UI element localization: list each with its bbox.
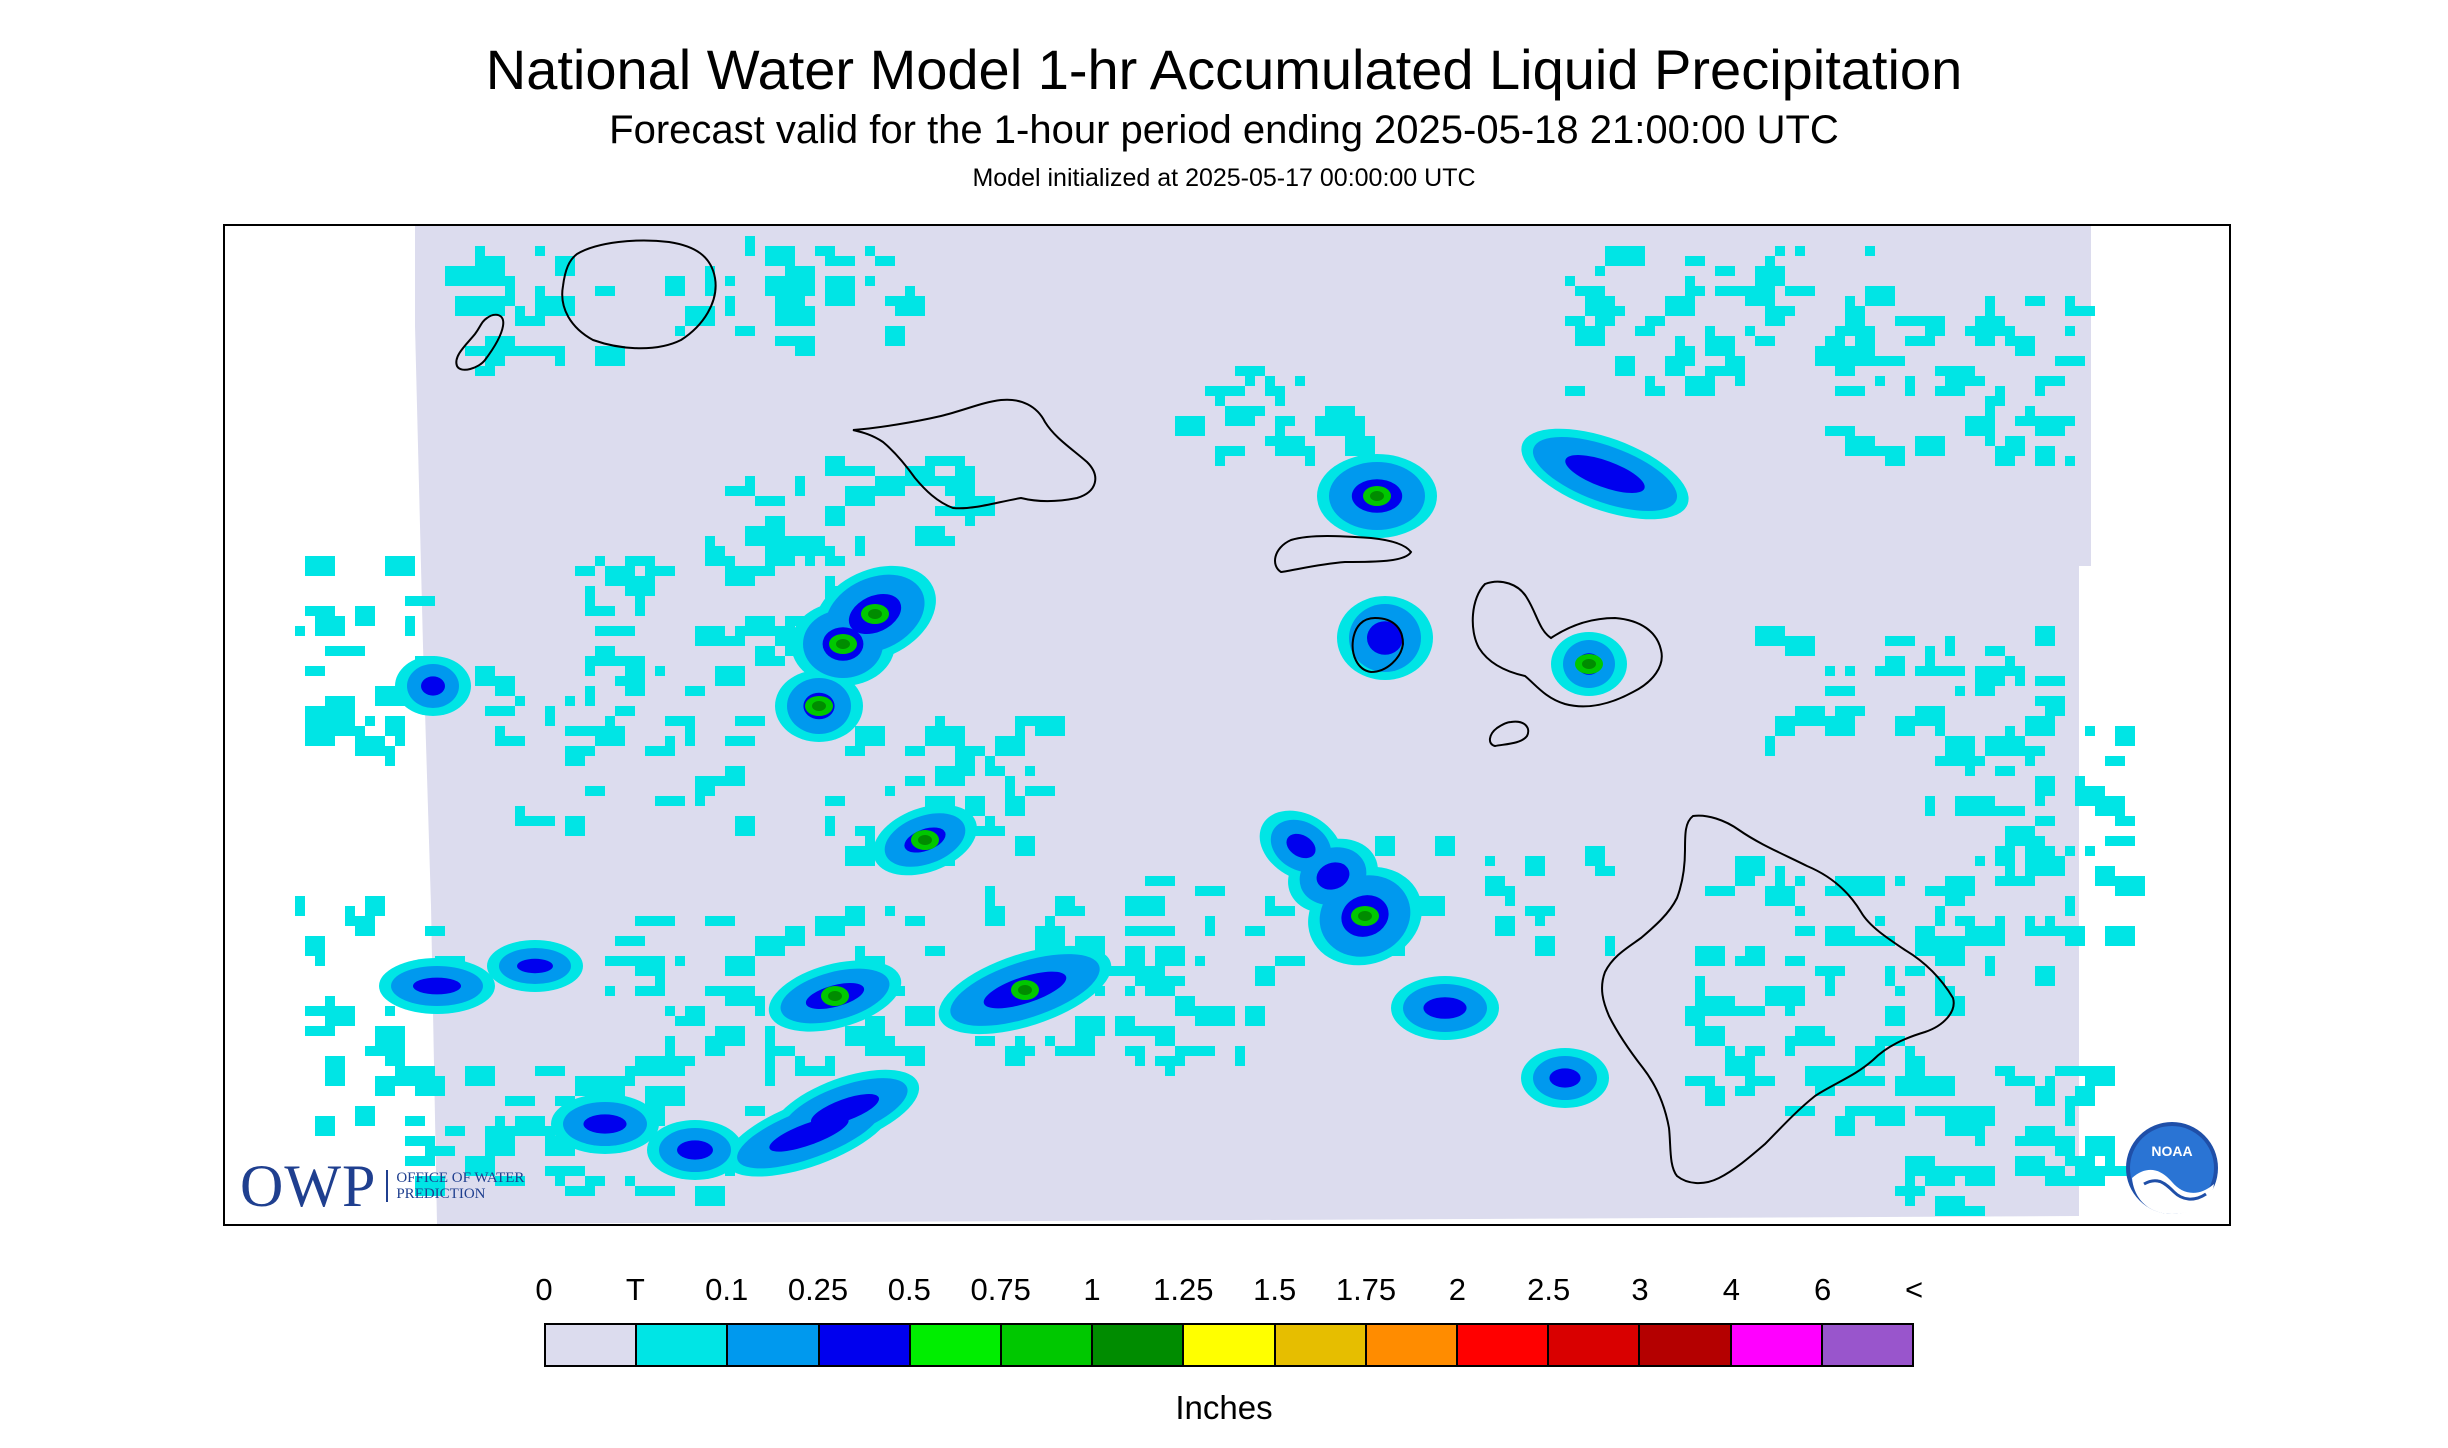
island-maui	[1471, 580, 1663, 708]
legend-swatch	[1549, 1325, 1641, 1365]
legend-label: 2	[1448, 1272, 1466, 1307]
legend-swatch	[728, 1325, 820, 1365]
legend-swatch	[910, 1325, 1003, 1365]
owp-logo-subtext: OFFICE OF WATER PREDICTION	[386, 1170, 536, 1202]
legend-swatch	[1458, 1325, 1550, 1365]
legend-swatch	[1640, 1325, 1732, 1365]
coastlines	[455, 239, 1955, 1184]
legend-labels: 0 T 0.1 0.25 0.5 0.75 1 1.25 1.5 1.75 2 2.5 3 4 6 <	[0, 1270, 2448, 1310]
legend-swatch	[1366, 1325, 1459, 1365]
precipitation-map	[223, 224, 2231, 1226]
legend-swatch	[1184, 1325, 1276, 1365]
legend-swatch	[1822, 1325, 1913, 1365]
map-subtitle: Forecast valid for the 1-hour period end…	[609, 108, 1839, 152]
legend-label: 1	[1083, 1272, 1101, 1307]
legend-label: 0.5	[887, 1272, 931, 1307]
map-title: National Water Model 1-hr Accumulated Li…	[485, 38, 1963, 101]
legend-swatch	[1275, 1325, 1367, 1365]
island-molokai	[1274, 535, 1413, 574]
island-hawaii	[1601, 814, 1955, 1184]
legend-label: 0.1	[705, 1272, 749, 1307]
noaa-logo-text: NOAA	[2151, 1143, 2192, 1159]
legend-swatch	[546, 1325, 638, 1365]
map-canvas	[295, 226, 2145, 1224]
legend-unit-label: Inches	[1175, 1389, 1273, 1426]
noaa-logo: NOAA	[2126, 1122, 2218, 1214]
legend-label: 2.5	[1527, 1272, 1571, 1307]
legend-swatch	[819, 1325, 911, 1365]
legend-swatch	[1093, 1325, 1185, 1365]
legend-colorbar	[544, 1323, 1914, 1367]
owp-logo: OWP OFFICE OF WATER PREDICTION	[240, 1153, 536, 1219]
island-kahoolawe	[1489, 720, 1530, 748]
owp-logo-text: OWP	[240, 1153, 377, 1219]
island-oahu	[852, 398, 1097, 510]
legend-label: 6	[1814, 1272, 1832, 1307]
legend-label: 0.75	[970, 1272, 1031, 1307]
legend-label: 1.75	[1335, 1272, 1397, 1307]
island-lanai	[1351, 616, 1405, 674]
legend-label: 1.5	[1253, 1272, 1297, 1307]
legend-swatch	[1731, 1325, 1823, 1365]
precipitation-cells	[295, 236, 2145, 1216]
legend-label: 0	[535, 1272, 553, 1307]
island-niihau	[455, 313, 505, 371]
legend-label: 1.25	[1153, 1272, 1214, 1307]
legend-swatch	[637, 1325, 729, 1365]
island-kauai	[561, 239, 717, 350]
legend-label: T	[625, 1272, 645, 1307]
model-init-time: Model initialized at 2025-05-17 00:00:00…	[972, 164, 1476, 192]
legend-label: 4	[1722, 1272, 1740, 1307]
legend-label: 0.25	[787, 1272, 849, 1307]
legend-label: <	[1904, 1272, 1924, 1307]
legend-swatch	[1002, 1325, 1094, 1365]
legend-label: 3	[1631, 1272, 1649, 1307]
